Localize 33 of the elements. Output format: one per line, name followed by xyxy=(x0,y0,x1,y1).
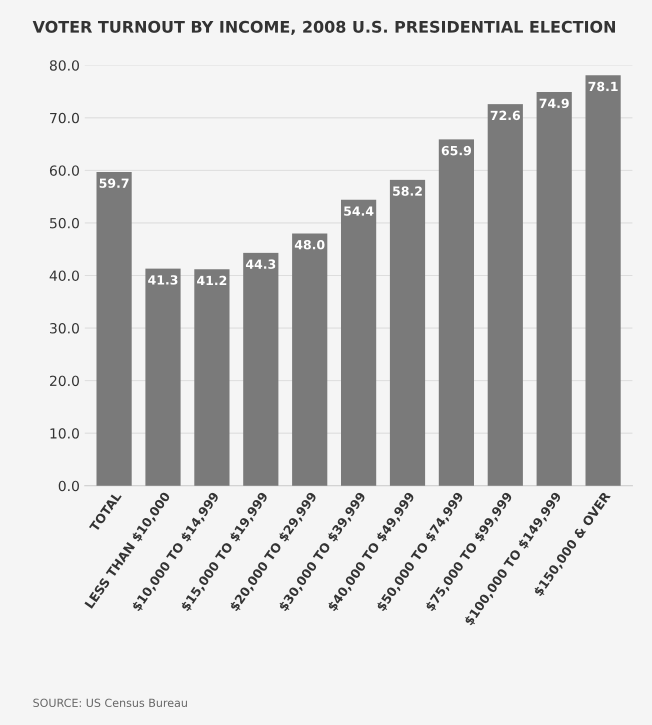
bar xyxy=(194,269,230,486)
y-tick-label: 0.0 xyxy=(58,480,79,492)
data-label: 41.2 xyxy=(197,276,226,285)
y-tick-label: 30.0 xyxy=(50,323,79,334)
data-label: 65.9 xyxy=(442,146,472,156)
chart-title: VOTER TURNOUT BY INCOME, 2008 U.S. PRESIDENTIAL ELECTION xyxy=(32,20,615,35)
bar xyxy=(243,252,278,486)
bar xyxy=(292,233,328,486)
y-tick-label: 70.0 xyxy=(50,112,79,124)
bar xyxy=(438,139,474,486)
data-label: 41.3 xyxy=(148,275,178,285)
bar xyxy=(585,75,621,486)
bar xyxy=(536,92,572,486)
y-tick-label: 20.0 xyxy=(50,376,79,386)
y-tick-label: 10.0 xyxy=(50,428,79,439)
bar xyxy=(340,200,376,486)
data-label: 72.6 xyxy=(490,110,520,120)
data-label: 48.0 xyxy=(294,240,325,250)
bar xyxy=(390,180,426,486)
bar xyxy=(488,104,523,486)
data-label: 74.9 xyxy=(540,98,569,108)
bar xyxy=(96,172,132,486)
y-tick-label: 50.0 xyxy=(50,218,79,228)
data-label: 78.1 xyxy=(588,82,618,92)
y-tick-label: 60.0 xyxy=(50,165,79,176)
y-tick-label: 80.0 xyxy=(50,60,79,71)
bar xyxy=(145,268,181,486)
source-note: SOURCE: US Census Bureau xyxy=(33,698,187,708)
data-label: 59.7 xyxy=(100,178,129,188)
data-label: 44.3 xyxy=(246,259,276,269)
y-tick-label: 40.0 xyxy=(50,270,79,281)
data-label: 54.4 xyxy=(344,206,374,216)
data-label: 58.2 xyxy=(393,186,422,196)
